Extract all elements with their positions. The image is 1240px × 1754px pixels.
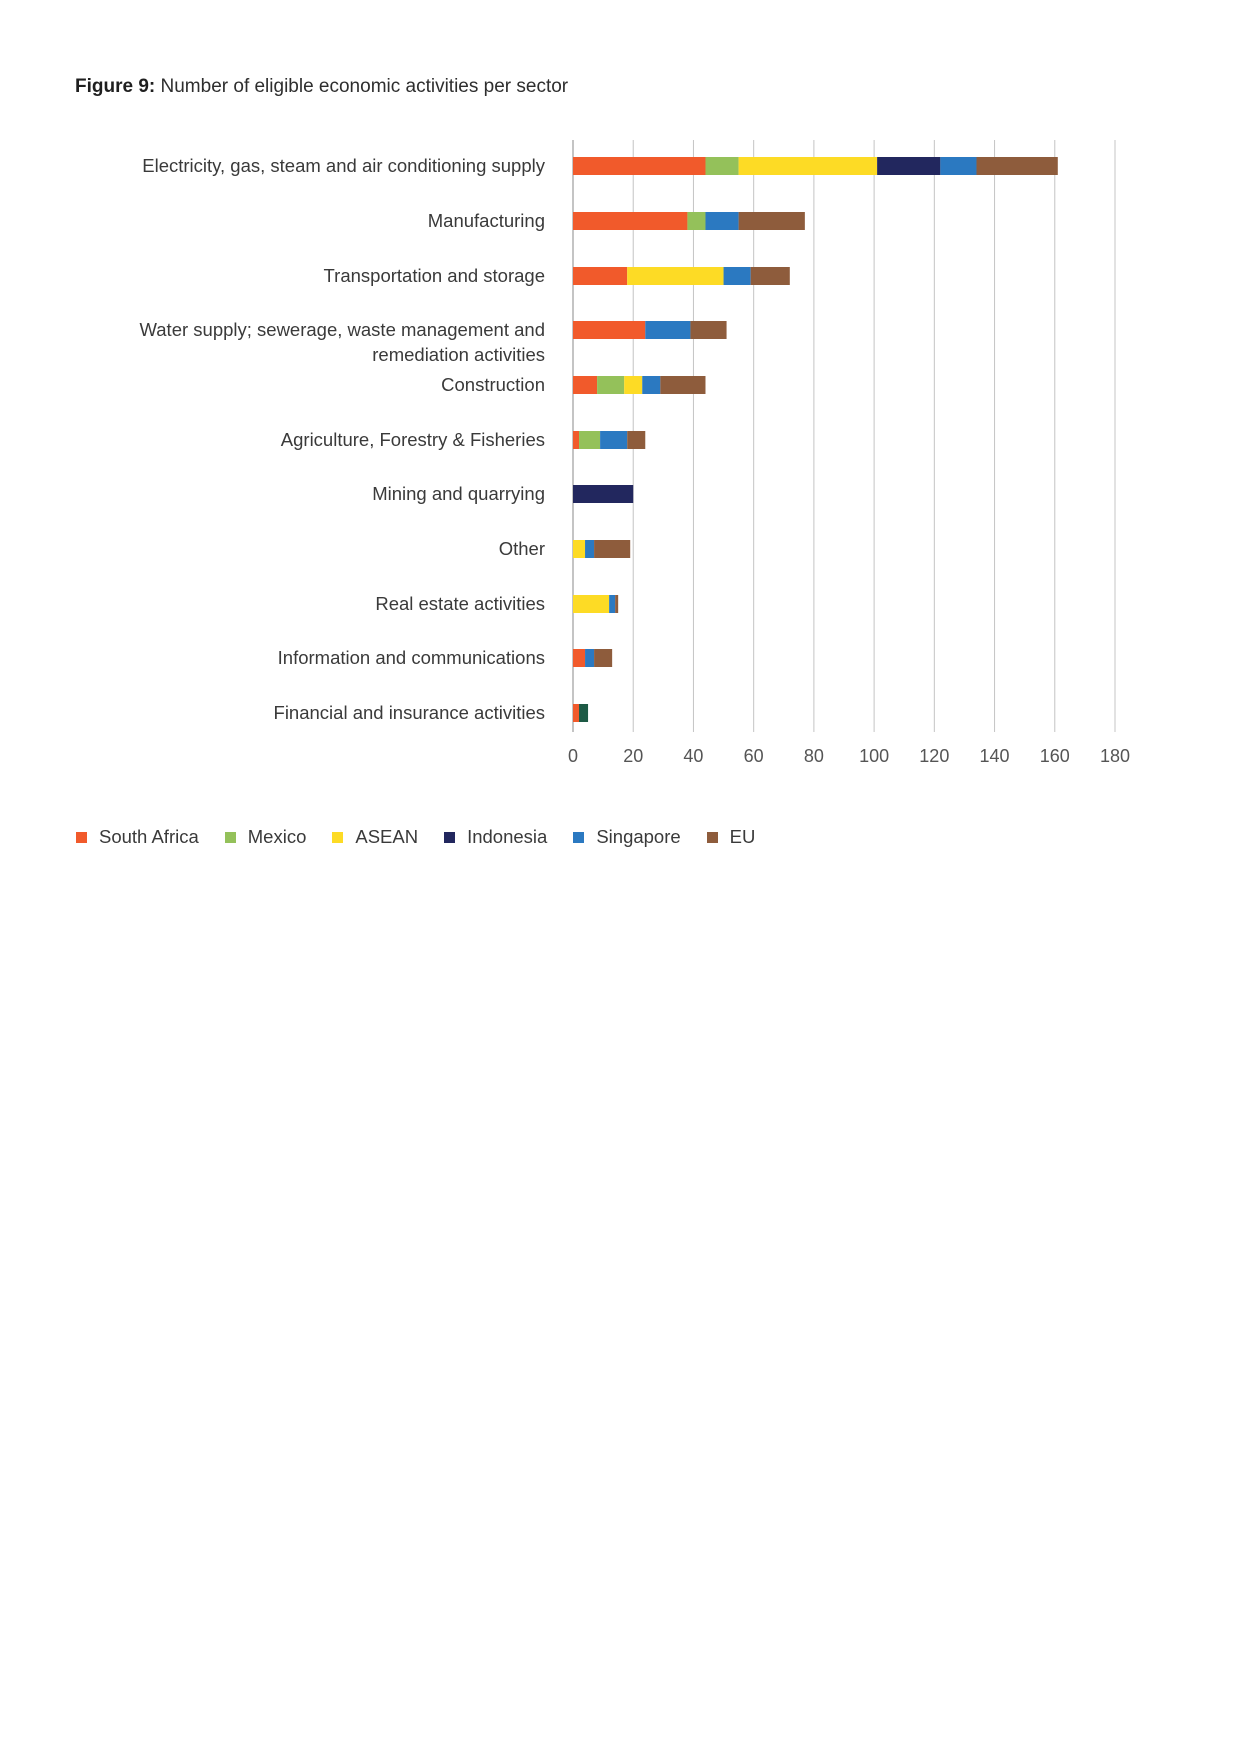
x-tick-label: 0 [568, 746, 578, 766]
category-label: Transportation and storage [324, 265, 545, 286]
category-label: Electricity, gas, steam and air conditio… [142, 155, 545, 176]
bar-segment-south-africa [573, 212, 688, 230]
legend-label: EU [729, 826, 756, 847]
legend-swatch [573, 831, 585, 843]
legend-label: Indonesia [467, 826, 548, 847]
category-label: Water supply; sewerage, waste management… [139, 319, 545, 365]
bars [573, 157, 1058, 722]
bar-segment-asean [627, 267, 724, 285]
chart-legend: South Africa Mexico ASEAN Indonesia Singapor… [76, 826, 781, 848]
category-label: Construction [441, 374, 545, 395]
bar-segment-mexico [687, 212, 706, 230]
bar-segment-eu [594, 649, 613, 667]
bar-segment-south-africa [573, 376, 598, 394]
bar-segment-south-africa [573, 157, 706, 175]
category-label: Manufacturing [428, 210, 545, 231]
figure-number: Figure 9: [75, 76, 156, 97]
bar-segment-eu [615, 595, 619, 613]
legend-label: Singapore [596, 826, 681, 847]
bar-segment-asean [573, 595, 610, 613]
legend-swatch [224, 831, 236, 843]
category-label: Real estate activities [375, 593, 545, 614]
gridlines [572, 140, 1116, 732]
bar-segment-south-africa [573, 321, 646, 339]
legend-swatch [444, 831, 456, 843]
x-tick-label: 120 [919, 746, 949, 766]
x-tick-label: 100 [859, 746, 889, 766]
legend-item: ASEAN [332, 826, 418, 848]
x-tick-label: 160 [1040, 746, 1070, 766]
x-tick-label: 20 [623, 746, 643, 766]
bar-segment-singapore [642, 376, 661, 394]
legend-swatch [76, 831, 87, 843]
legend-label: Mexico [247, 826, 307, 847]
bar-segment-singapore [585, 649, 595, 667]
legend-label: ASEAN [355, 826, 419, 847]
bar-segment-south-africa [573, 431, 580, 449]
bar-segment-mexico [597, 376, 625, 394]
figure-title: Number of eligible economic activities p… [160, 76, 569, 97]
bar-segment-eu [660, 376, 706, 394]
bar-segment-asean [573, 540, 586, 558]
bar-segment-eu [738, 212, 805, 230]
bar-segment-asean [624, 376, 643, 394]
x-tick-label: 80 [804, 746, 824, 766]
bar-segment-south-africa [573, 704, 580, 722]
legend-item: Mexico [224, 826, 307, 848]
x-tick-label: 180 [1100, 746, 1130, 766]
x-tick-label: 140 [980, 746, 1010, 766]
bar-segment-south-africa [573, 267, 628, 285]
bar-segment-extra [579, 704, 589, 722]
bar-segment-singapore [940, 157, 977, 175]
x-tick-label: 40 [683, 746, 703, 766]
legend-item: Indonesia [444, 826, 547, 848]
bar-segment-eu [594, 540, 631, 558]
legend-item: EU [706, 826, 756, 848]
bar-segment-singapore [585, 540, 595, 558]
bar-segment-asean [738, 157, 878, 175]
legend-item: Singapore [573, 826, 681, 848]
category-label: Information and communications [278, 647, 545, 668]
stacked-bar-chart: Electricity, gas, steam and air conditio… [139, 140, 1130, 766]
bar-segment-mexico [705, 157, 739, 175]
bar-segment-singapore [645, 321, 691, 339]
category-label: Mining and quarrying [372, 483, 545, 504]
bar-segment-singapore [723, 267, 751, 285]
x-tick-label: 60 [744, 746, 764, 766]
legend-label: South Africa [99, 826, 199, 847]
bar-segment-eu [750, 267, 790, 285]
bar-segment-singapore [609, 595, 616, 613]
bar-segment-singapore [600, 431, 628, 449]
bar-segment-indonesia [877, 157, 941, 175]
x-axis-ticks: 0 20 40 60 80 100 120 140 160 180 [568, 746, 1130, 766]
category-label: Financial and insurance activities [274, 702, 545, 723]
legend-swatch [332, 831, 344, 843]
bar-segment-eu [976, 157, 1058, 175]
category-labels: Electricity, gas, steam and air conditio… [139, 155, 545, 723]
bar-segment-singapore [705, 212, 739, 230]
bar-segment-eu [690, 321, 727, 339]
legend-swatch [706, 831, 718, 843]
bar-segment-indonesia [573, 485, 634, 503]
category-label: Agriculture, Forestry & Fisheries [281, 429, 545, 450]
bar-segment-mexico [579, 431, 601, 449]
legend-item: South Africa [76, 826, 199, 848]
figure-caption: Figure 9: Number of eligible economic ac… [75, 76, 568, 98]
bar-segment-south-africa [573, 649, 586, 667]
bar-segment-eu [627, 431, 646, 449]
category-label: Other [499, 538, 545, 559]
